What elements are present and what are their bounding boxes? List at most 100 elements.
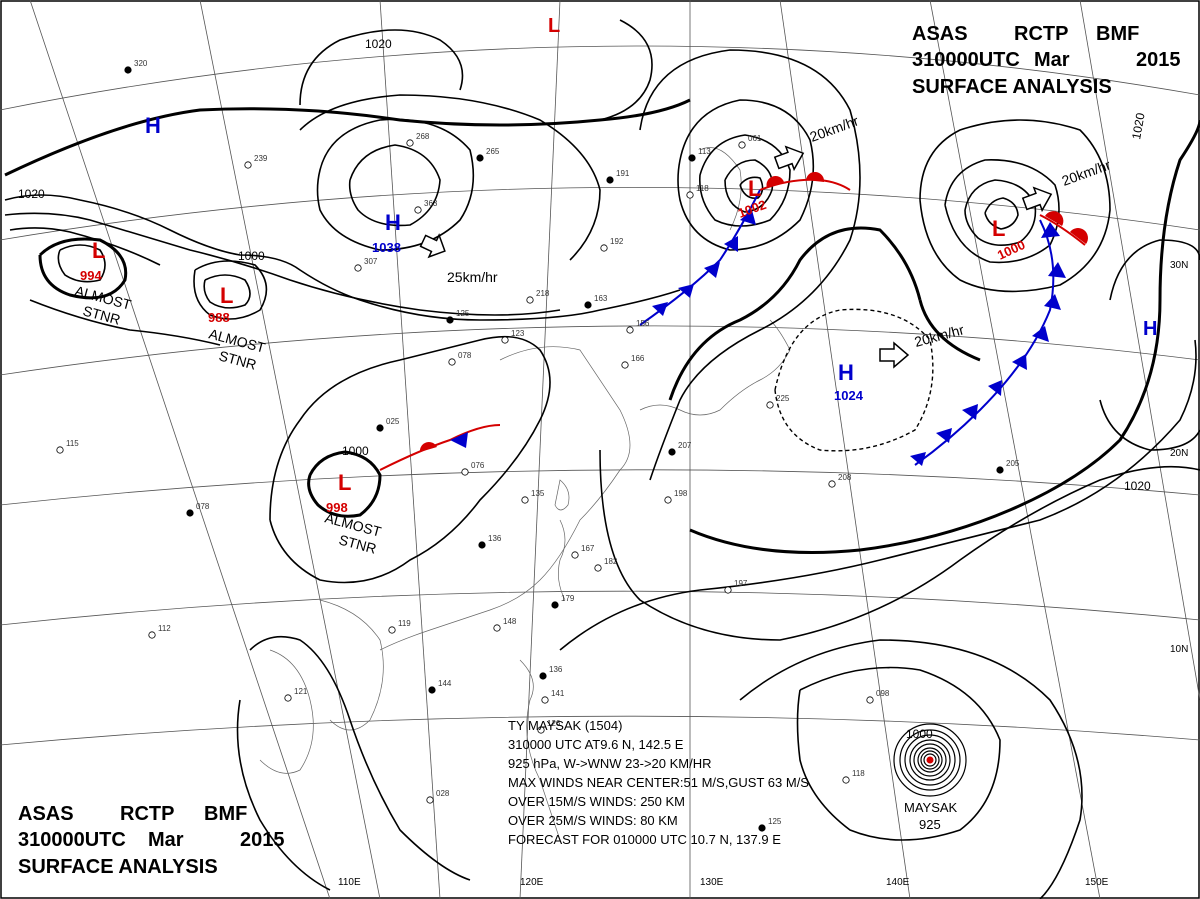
title-center: RCTP <box>120 803 174 825</box>
station-pressure-value: 078 <box>196 502 210 511</box>
pressure-system-l-988: L 988 <box>208 283 233 325</box>
station-pressure-value: 121 <box>294 687 308 696</box>
station-pressure-value: 123 <box>511 329 525 338</box>
station-circle-icon <box>426 796 434 804</box>
station-pressure-value: 179 <box>561 594 575 603</box>
cold-front-east <box>910 219 1066 466</box>
station-pressure-value: 268 <box>416 132 430 141</box>
station-circle-icon <box>996 466 1004 474</box>
station-pressure-value: 144 <box>438 679 452 688</box>
station-pressure-value: 125 <box>768 817 782 826</box>
pressure-system-h-east: H <box>1143 318 1157 340</box>
station-circle-icon <box>606 176 614 184</box>
station-pressure-value: 197 <box>734 579 748 588</box>
station-pressure-value: 025 <box>386 417 400 426</box>
stationary-note-1: ALMOST STNR <box>73 282 133 327</box>
station-pressure-value: 148 <box>503 617 517 626</box>
motion-labels: 25km/hr 20km/hr 20km/hr 20km/hr <box>447 112 1113 350</box>
grid-labels: 110E 120E 130E 140E 150E 30N 20N 10N <box>338 260 1188 888</box>
station-pressure-value: 307 <box>364 257 378 266</box>
station-pressure-value: 320 <box>134 59 148 68</box>
typhoon-name-label: MAYSAK <box>904 800 958 815</box>
map-title-bottom: ASAS RCTP BMF 310000UTC Mar 2015 SURFACE… <box>18 803 285 878</box>
lat-label-20n: 20N <box>1170 448 1188 459</box>
station-circle-icon <box>414 206 422 214</box>
high-marker: H <box>1143 318 1157 340</box>
lon-label-150e: 150E <box>1085 877 1109 888</box>
station-pressure-value: 163 <box>594 294 608 303</box>
station-circle-icon <box>541 696 549 704</box>
station-pressure-value: 136 <box>549 665 563 674</box>
station-pressure-value: 115 <box>66 439 79 448</box>
station-circle-icon <box>539 672 547 680</box>
high-pressure-value: 1024 <box>834 388 864 403</box>
pressure-system-h-1024: H 1024 <box>834 360 864 403</box>
station-circle-icon <box>376 424 384 432</box>
station-pressure-value: 182 <box>604 557 618 566</box>
station-pressure-value: 208 <box>838 473 852 482</box>
title-time: 310000UTC <box>18 829 126 851</box>
station-circle-icon <box>124 66 132 74</box>
typhoon-info-block: TY MAYSAK (1504) 310000 UTC AT9.6 N, 142… <box>508 718 809 847</box>
motion-speed: 20km/hr <box>1060 156 1113 188</box>
typhoon-info-line: FORECAST FOR 010000 UTC 10.7 N, 137.9 E <box>508 832 781 847</box>
station-circle-icon <box>600 244 608 252</box>
station-pressure-value: 239 <box>254 154 268 163</box>
station-circle-icon <box>584 301 592 309</box>
station-circle-icon <box>526 296 534 304</box>
isobar-labels: 1020 1020 1000 1000 1020 1020 1000 <box>18 37 1151 741</box>
station-circle-icon <box>354 264 362 272</box>
motion-arrow <box>879 341 910 369</box>
warm-front-central <box>759 171 851 191</box>
station-pressure-value: 113 <box>698 147 711 156</box>
isobar-label: 1000 <box>238 249 265 263</box>
motion-speed: 20km/hr <box>913 321 966 350</box>
front-china <box>379 424 501 471</box>
station-pressure-value: 126 <box>547 719 561 728</box>
station-circle-icon <box>476 154 484 162</box>
station-circle-icon <box>446 316 454 324</box>
station-circle-icon <box>428 686 436 694</box>
pressure-system-l-994: L 994 <box>80 238 105 283</box>
lon-label-140e: 140E <box>886 877 910 888</box>
station-circle-icon <box>537 726 545 734</box>
title-center: RCTP <box>1014 23 1068 45</box>
lon-label-130e: 130E <box>700 877 724 888</box>
station-circle-icon <box>626 326 634 334</box>
low-pressure-value: 994 <box>80 268 102 283</box>
title-code: BMF <box>204 803 247 825</box>
pressure-system-h-1038: H 1038 <box>372 210 401 255</box>
title-product: SURFACE ANALYSIS <box>18 856 218 878</box>
station-pressure-value: 225 <box>776 394 790 403</box>
station-circle-icon <box>244 161 252 169</box>
high-marker: H <box>145 113 161 138</box>
station-pressure-value: 363 <box>424 199 438 208</box>
station-circle-icon <box>284 694 292 702</box>
station-pressure-value: 125 <box>456 309 470 318</box>
motion-arrow <box>773 145 805 172</box>
title-agency: ASAS <box>18 803 74 825</box>
station-pressure-value: 207 <box>678 441 692 450</box>
station-circle-icon <box>828 480 836 488</box>
station-pressure-value: 205 <box>1006 459 1020 468</box>
typhoon-info-line: OVER 15M/S WINDS: 250 KM <box>508 794 685 809</box>
pressure-system-l-north: L <box>548 15 560 37</box>
station-circle-icon <box>688 154 696 162</box>
low-pressure-value: 988 <box>208 310 230 325</box>
station-circle-icon <box>758 824 766 832</box>
isobar-label: 1020 <box>18 187 45 201</box>
title-product: SURFACE ANALYSIS <box>912 76 1112 98</box>
station-pressure-value: 028 <box>436 789 450 798</box>
station-pressure-value: 135 <box>531 489 545 498</box>
warm-front-east <box>1039 211 1088 246</box>
station-circle-icon <box>621 361 629 369</box>
title-agency: ASAS <box>912 23 968 45</box>
isobar-label: 1000 <box>906 727 933 741</box>
station-circle-icon <box>551 601 559 609</box>
station-circle-icon <box>388 626 396 634</box>
station-circle-icon <box>501 336 509 344</box>
typhoon-pressure-label: 925 <box>919 817 941 832</box>
low-marker: L <box>220 283 233 308</box>
